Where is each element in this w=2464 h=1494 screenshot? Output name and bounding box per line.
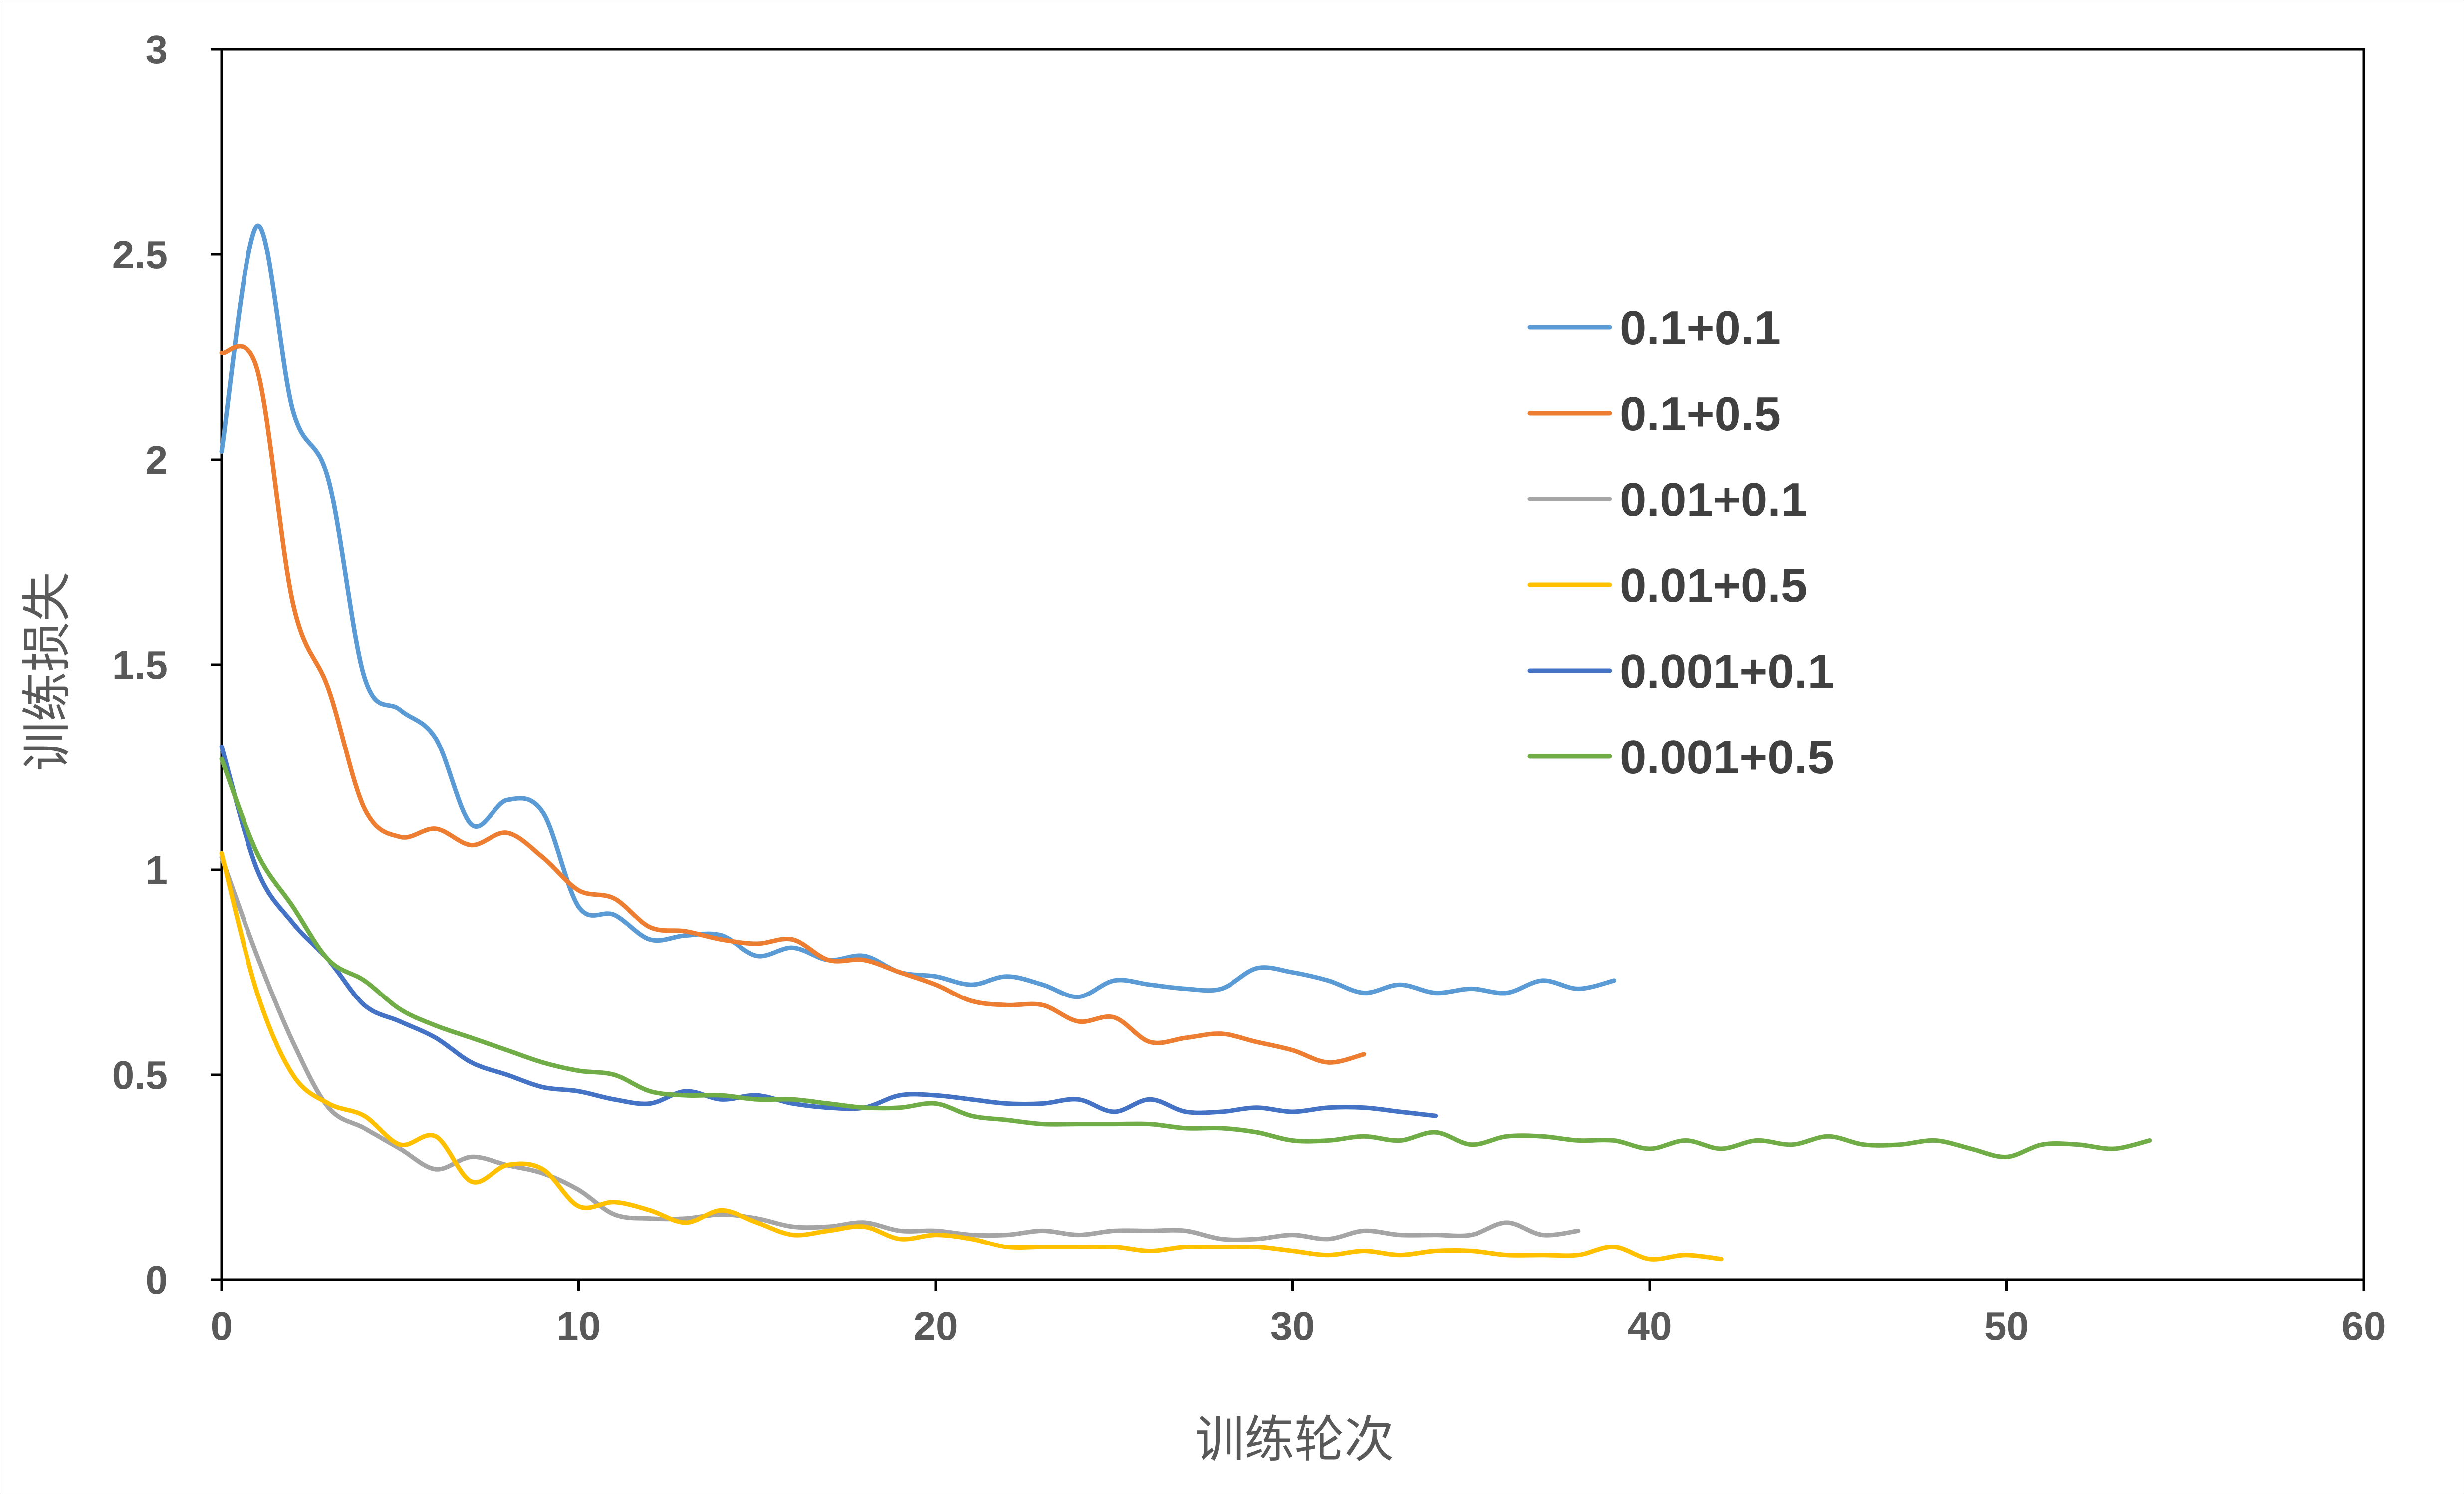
y-tick-label: 2 xyxy=(146,438,168,482)
legend-entry-5: 0.001+0.1 xyxy=(1527,645,1834,698)
x-tick-label: 20 xyxy=(914,1304,958,1348)
y-tick-label: 1.5 xyxy=(112,643,168,687)
x-axis-title: 训练轮次 xyxy=(1195,1410,1394,1469)
y-tick-label: 0.5 xyxy=(112,1053,168,1097)
x-tick-label: 40 xyxy=(1628,1304,1672,1348)
x-tick-label: 10 xyxy=(556,1304,601,1348)
legend-entry-1: 0.1+0.1 xyxy=(1527,301,1781,355)
series-line-3 xyxy=(219,855,1581,1242)
legend-label: 0.1+0.1 xyxy=(1620,301,1781,355)
y-axis-title: 训练损失 xyxy=(18,572,76,771)
legend-label: 0.1+0.5 xyxy=(1620,387,1781,441)
legend-label: 0.01+0.1 xyxy=(1620,473,1807,526)
legend-entry-6: 0.001+0.5 xyxy=(1527,731,1834,784)
plot-border xyxy=(220,48,2365,1281)
legend-label: 0.001+0.5 xyxy=(1620,731,1834,784)
series-line-1 xyxy=(219,223,1616,999)
plot-area xyxy=(220,48,2365,1281)
legend-entry-3: 0.01+0.1 xyxy=(1527,473,1807,526)
series-line-5 xyxy=(219,744,1438,1118)
x-tick-label: 0 xyxy=(211,1304,233,1348)
y-tick-label: 3 xyxy=(146,27,168,72)
y-tick-label: 1 xyxy=(146,848,168,892)
legend-label: 0.001+0.1 xyxy=(1620,645,1834,698)
series-layer xyxy=(219,223,2152,1262)
y-tick-label: 0 xyxy=(146,1258,168,1302)
legend-entry-2: 0.1+0.5 xyxy=(1527,387,1781,441)
x-tick-label: 50 xyxy=(1984,1304,2029,1348)
x-tick-label: 30 xyxy=(1270,1304,1315,1348)
x-tick-label: 60 xyxy=(2342,1304,2386,1348)
series-line-2 xyxy=(219,344,1367,1065)
series-line-4 xyxy=(219,851,1724,1262)
legend-label: 0.01+0.5 xyxy=(1620,559,1807,612)
legend: 0.1+0.1 0.1+0.5 0.01+0.1 0.01+0.5 0.001+0.1 0… xyxy=(1527,301,1834,784)
axes: 0 10 20 30 40 50 60 0 0.5 1 1.5 2 2.5 3 xyxy=(112,27,2386,1348)
series-line-6 xyxy=(219,756,2152,1159)
legend-entry-4: 0.01+0.5 xyxy=(1527,559,1807,612)
y-tick-label: 2.5 xyxy=(112,233,168,277)
